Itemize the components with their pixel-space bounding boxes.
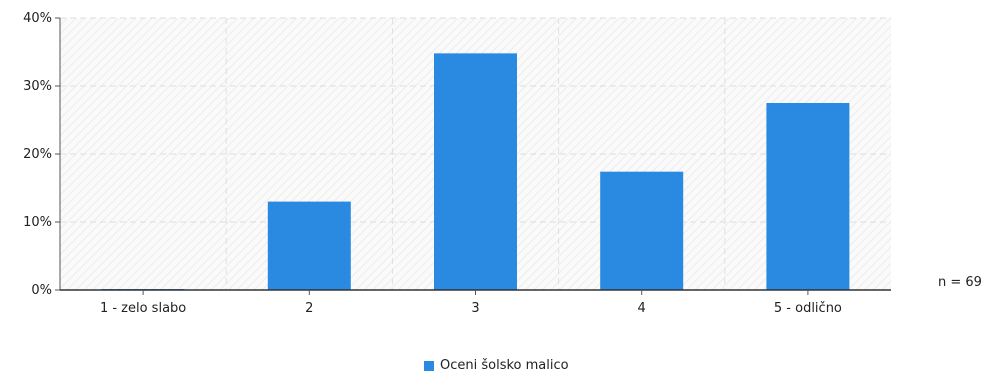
- bar: [267, 201, 351, 290]
- x-tick-label: 4: [638, 301, 646, 316]
- bar: [766, 103, 850, 290]
- bar: [600, 171, 684, 290]
- y-tick-label: 0%: [31, 283, 52, 298]
- x-tick-label: 3: [471, 301, 479, 316]
- legend-label: Oceni šolsko malico: [440, 358, 569, 373]
- x-tick-label: 2: [305, 301, 313, 316]
- y-tick-label: 40%: [23, 11, 52, 26]
- bar: [434, 53, 517, 290]
- y-tick-label: 10%: [23, 215, 52, 230]
- x-tick-label: 5 - odlično: [774, 301, 842, 316]
- legend-swatch: [424, 360, 434, 371]
- legend: Oceni šolsko malico: [424, 358, 569, 373]
- y-tick-label: 20%: [23, 147, 52, 162]
- x-tick-labels: 1 - zelo slabo 2 3 4 5 - odlično: [100, 301, 842, 316]
- axes: [55, 17, 891, 295]
- y-tick-label: 30%: [23, 79, 52, 94]
- bars: [101, 53, 850, 290]
- x-tick-label: 1 - zelo slabo: [100, 301, 186, 316]
- y-tick-labels: 0% 10% 20% 30% 40%: [23, 11, 52, 298]
- sample-size-label: n = 69: [938, 275, 982, 290]
